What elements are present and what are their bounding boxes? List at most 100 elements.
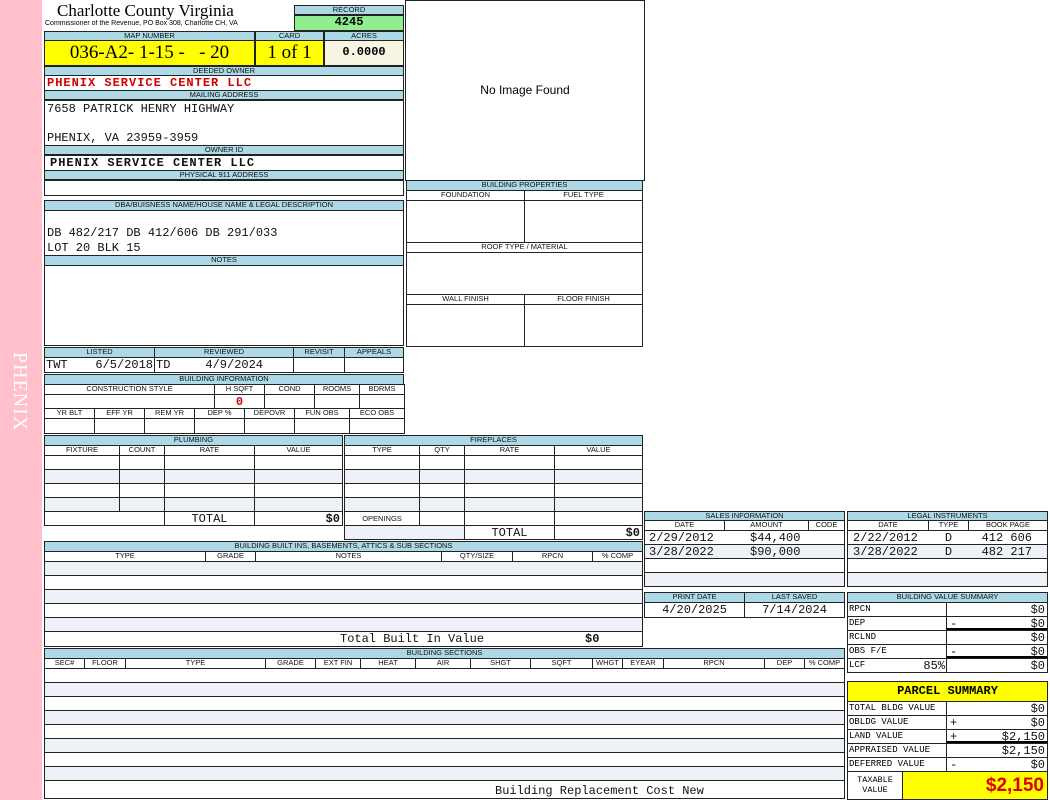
fireplaces-cell xyxy=(554,483,643,498)
built-ins-row xyxy=(44,589,643,604)
parcel-summary-sign xyxy=(950,744,970,757)
listed-date: 6/5/2018 xyxy=(95,358,153,372)
value-summary-label: OBS F/E xyxy=(847,644,947,659)
county-title: Charlotte County Virginia xyxy=(57,2,234,20)
fireplaces-cell xyxy=(419,497,465,512)
legal-description-box xyxy=(44,210,404,256)
value-summary-value-cell xyxy=(946,658,1048,673)
fireplaces-cell xyxy=(344,483,420,498)
fireplaces-cell xyxy=(344,469,420,484)
building-info-value xyxy=(44,394,215,409)
value-summary-value-cell xyxy=(946,644,1048,659)
taxable-value: $2,150 xyxy=(902,771,1048,800)
parcel-summary-value: $2,150 xyxy=(1001,744,1045,757)
fireplaces-cell xyxy=(464,483,555,498)
legal-instruments-date: 2/22/2012 xyxy=(853,531,918,545)
building-info-value xyxy=(44,418,95,434)
legal-instruments-date: 3/28/2022 xyxy=(853,545,918,559)
roof-value xyxy=(406,252,643,295)
legal-instruments-row xyxy=(847,572,1048,587)
fireplaces-cell xyxy=(344,497,420,512)
building-sections-row xyxy=(44,696,845,711)
address-line-1: 7658 PATRICK HENRY HIGHWAY xyxy=(47,102,235,116)
openings-label: OPENINGS xyxy=(344,511,420,526)
record-label: RECORD xyxy=(294,5,404,15)
building-info-value: 0 xyxy=(214,394,265,409)
building-info-value xyxy=(349,418,405,434)
plumbing-cell xyxy=(119,483,165,498)
building-sections-row xyxy=(44,710,845,725)
fireplaces-cell xyxy=(554,469,643,484)
legal-line-2: LOT 20 BLK 15 xyxy=(47,241,141,255)
reviewed-date: 4/9/2024 xyxy=(205,358,263,372)
plumbing-total-value: $0 xyxy=(254,511,343,526)
built-ins-row xyxy=(44,603,643,618)
built-ins-total-label: Total Built In Value xyxy=(340,632,485,646)
fireplaces-cell xyxy=(419,483,465,498)
value-summary-value: $0 xyxy=(1030,645,1045,658)
plumbing-cell xyxy=(164,455,255,470)
building-sections-row xyxy=(44,738,845,753)
fireplaces-total-value: $0 xyxy=(554,525,643,540)
physical-address-value xyxy=(44,180,404,196)
plumbing-cell xyxy=(44,469,120,484)
fireplaces-total-label: TOTAL xyxy=(464,525,555,540)
sidebar-label: PHENIX xyxy=(9,352,31,432)
legal-instruments-row xyxy=(847,558,1048,573)
built-ins-total-row xyxy=(44,631,643,647)
value-summary-value: $0 xyxy=(1030,617,1045,630)
parcel-summary-header: PARCEL SUMMARY xyxy=(847,681,1048,702)
building-sections-row xyxy=(44,752,845,767)
deeded-owner-value: PHENIX SERVICE CENTER LLC xyxy=(44,75,404,91)
parcel-summary-label: LAND VALUE xyxy=(847,729,947,744)
print-date-value: 4/20/2025 xyxy=(644,602,745,618)
property-image-placeholder: No Image Found xyxy=(405,0,645,181)
record-value: 4245 xyxy=(294,15,404,31)
physical-address-label: PHYSICAL 911 ADDRESS xyxy=(44,170,404,180)
fireplaces-cell xyxy=(554,497,643,512)
building-sections-row xyxy=(44,682,845,697)
building-info-value xyxy=(294,418,350,434)
legal-line-1: DB 482/217 DB 412/606 DB 291/033 xyxy=(47,226,278,240)
foundation-value xyxy=(406,200,525,243)
parcel-summary-value: $0 xyxy=(1030,716,1045,729)
legal-instruments-book-page: 412 606 xyxy=(981,531,1032,545)
parcel-summary-label: DEFERRED VALUE xyxy=(847,757,947,772)
sales-row xyxy=(644,558,845,573)
sales-date: 3/28/2022 xyxy=(649,545,714,559)
building-sections-row xyxy=(44,766,845,781)
sales-date: 2/29/2012 xyxy=(649,531,714,545)
plumbing-cell xyxy=(119,455,165,470)
mailing-address-label: MAILING ADDRESS xyxy=(44,90,404,100)
plumbing-cell xyxy=(119,469,165,484)
building-info-value xyxy=(314,394,360,409)
plumbing-cell xyxy=(254,483,343,498)
value-summary-value: $0 xyxy=(1030,659,1045,672)
fireplaces-cell xyxy=(554,455,643,470)
built-ins-row xyxy=(44,575,643,590)
building-sections-row xyxy=(44,724,845,739)
value-summary-sign xyxy=(950,603,970,616)
parcel-summary-sign: - xyxy=(950,758,958,771)
address-line-2: PHENIX, VA 23959-3959 xyxy=(47,131,199,145)
building-sections-row xyxy=(44,780,845,799)
parcel-summary-sign: + xyxy=(950,716,958,729)
plumbing-cell xyxy=(254,497,343,512)
value-summary-label: RPCN xyxy=(847,602,947,617)
value-summary-sign xyxy=(950,659,970,672)
replacement-cost-label: Building Replacement Cost New xyxy=(495,784,704,798)
parcel-summary-value-cell xyxy=(946,729,1048,744)
fireplaces-cell xyxy=(344,455,420,470)
openings-value xyxy=(554,511,643,526)
plumbing-cell xyxy=(119,497,165,512)
sales-code xyxy=(810,545,842,559)
acres-value: 0.0000 xyxy=(324,40,404,66)
map-number-value: 036-A2- 1-15 - - 20 xyxy=(44,40,255,66)
built-ins-row xyxy=(44,617,643,632)
fuel-type-value xyxy=(524,200,643,243)
built-ins-row xyxy=(44,561,643,576)
card-value: 1 of 1 xyxy=(255,40,324,66)
building-info-value xyxy=(144,418,195,434)
value-summary-value: $0 xyxy=(1030,631,1045,644)
value-summary-label: DEP xyxy=(847,616,947,631)
